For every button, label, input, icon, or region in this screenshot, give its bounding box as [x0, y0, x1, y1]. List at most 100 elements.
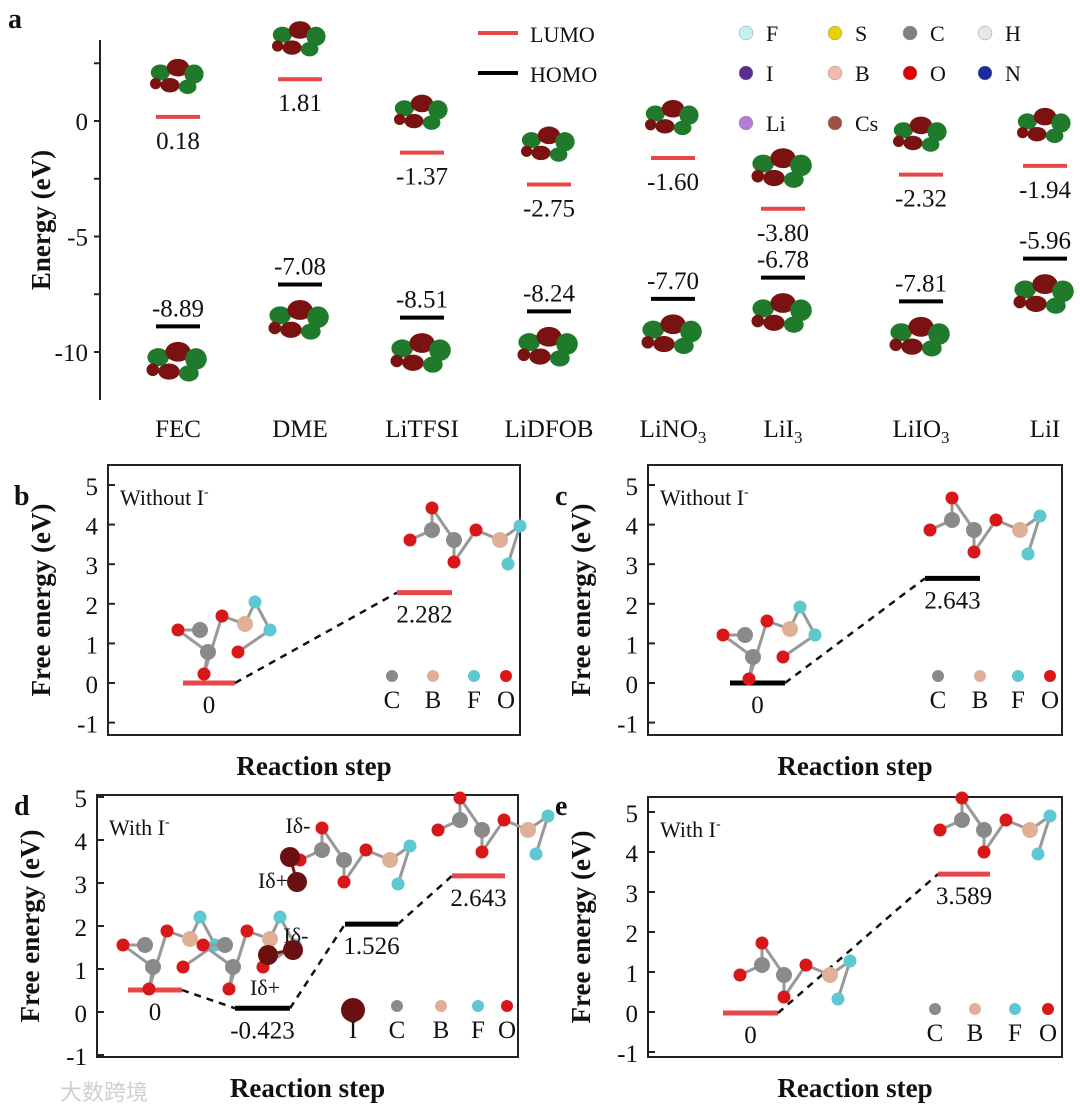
y-tick-label: 4: [75, 829, 88, 856]
orbital-lobe: [394, 100, 414, 117]
orbital-lobe: [184, 64, 204, 84]
orbital-lobe: [1027, 127, 1047, 142]
atom-o: [955, 791, 969, 805]
panel-d: d 5 4 3 2 1 0 -1 Free energy (eV) Reaction step Wi…: [14, 786, 555, 1103]
molecule-name-subscript: 3: [794, 428, 803, 447]
orbital-lobe: [673, 337, 694, 354]
bond: [506, 525, 522, 565]
bond: [747, 620, 769, 680]
atom-o: [453, 791, 467, 805]
atom-b: [182, 931, 198, 947]
orbital-lobe: [402, 354, 424, 371]
y-axis-label: Free energy (eV): [15, 830, 45, 1023]
homo-value: -6.78: [757, 247, 809, 274]
orbital-lobe: [1017, 127, 1029, 139]
panel-a-ylabel: Energy (eV): [26, 150, 56, 290]
orbital-lobe: [160, 78, 180, 93]
orbital-lobe: [927, 122, 947, 142]
orbital-lobe: [909, 116, 933, 135]
orbital-lobe: [517, 348, 531, 362]
orbital-lobe: [1045, 128, 1064, 144]
element-swatch-f: [738, 25, 754, 41]
molecule-structure: [933, 791, 1057, 861]
atom-o: [116, 938, 130, 952]
molecule-name-subscript: 3: [941, 428, 950, 447]
panel-b: b 5 4 3 2 1 0 -1 Free energy (eV) Reaction step Wi…: [14, 464, 527, 781]
atom-f: [501, 557, 515, 571]
orbital-lobe: [529, 348, 551, 365]
homo-value: -7.70: [647, 268, 699, 295]
orbital-lobe: [645, 119, 657, 131]
element-label: N: [1005, 61, 1021, 86]
bond: [1026, 515, 1042, 555]
atom-legend-label: F: [1008, 1020, 1022, 1047]
atom-c: [745, 649, 761, 665]
atom-o: [977, 845, 991, 859]
panel-label: b: [14, 481, 30, 512]
bond: [534, 815, 550, 855]
atom-legend-label: F: [1011, 687, 1025, 714]
element-label: F: [766, 21, 778, 46]
homo-value: -5.96: [1019, 228, 1071, 255]
lumo-orbital: [645, 99, 699, 136]
atom-o: [171, 623, 185, 637]
x-axis-label: Reaction step: [777, 1073, 932, 1103]
orbital-lobe: [1045, 297, 1066, 314]
panel-label: d: [14, 791, 30, 822]
molecule-name: LiNO3: [640, 416, 707, 447]
y-tick-label: 5: [626, 801, 639, 828]
atom-legend-label: B: [972, 687, 989, 714]
orbital-lobe: [653, 335, 675, 353]
atom-o: [403, 533, 417, 547]
lumo-orbital: [521, 126, 575, 162]
energy-value: 2.282: [396, 602, 452, 629]
atom-o: [755, 936, 769, 950]
orbital-lobe: [928, 323, 950, 345]
atom-f: [529, 847, 543, 861]
orbital-lobe: [518, 333, 540, 352]
panel-title-superscript: -: [204, 485, 209, 500]
iodine-charge-label: Iδ-: [285, 813, 310, 838]
atom-c: [446, 532, 462, 548]
atom-legend-label: C: [389, 1017, 406, 1044]
homo-value: -8.51: [396, 287, 448, 314]
panel-title-superscript: -: [744, 485, 749, 500]
homo-orbital: [751, 293, 812, 333]
atom-f: [248, 595, 262, 609]
orbital-lobe: [783, 316, 804, 333]
orbital-lobe: [642, 320, 664, 339]
atom-o: [776, 650, 790, 664]
plot-frame: [107, 464, 521, 736]
orbital-lobe: [889, 338, 903, 352]
element-swatch-i: [738, 65, 754, 81]
orbital-lobe: [921, 340, 942, 357]
atom-legend-label: C: [384, 687, 401, 714]
plot-frame: [647, 796, 1063, 1058]
orbital-lobe: [680, 320, 702, 343]
orbital-lobe: [679, 105, 699, 125]
y-tick-label: 4: [86, 514, 99, 541]
molecule-structure: [171, 595, 277, 681]
atom-o: [231, 645, 245, 659]
orbital-lobe: [394, 113, 406, 126]
atom-legend-swatch-i: [341, 998, 365, 1022]
orbital-lobe: [556, 333, 578, 355]
orbital-lobe: [391, 339, 414, 358]
atom-c: [976, 822, 992, 838]
y-tick-label: 2: [75, 915, 88, 942]
dashed-connector: [181, 988, 236, 1010]
iodine-charge-label: Iδ+: [250, 975, 280, 1000]
y-tick-label: -1: [77, 712, 98, 739]
orbital-lobe: [300, 323, 321, 340]
atom-legend-swatch-b: [435, 1000, 447, 1012]
dashed-connector: [234, 591, 398, 685]
molecule-name-base: DME: [272, 416, 328, 443]
lumo-value: 1.81: [278, 90, 322, 117]
homo-orbital: [390, 333, 451, 373]
molecule-name-base: LiIO: [892, 416, 941, 443]
atom-legend-label: I: [349, 1017, 357, 1044]
atom-f: [843, 954, 857, 968]
y-tick-label: 3: [75, 872, 88, 899]
panel-title: With I-: [660, 817, 721, 842]
atom-o: [475, 845, 489, 859]
